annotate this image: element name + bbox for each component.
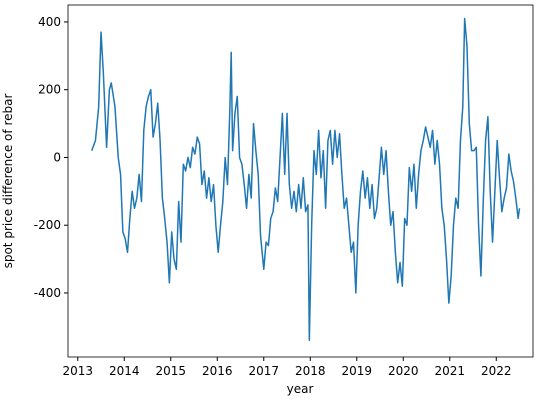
plot-frame (67, 4, 534, 358)
x-tick-label: 2017 (248, 364, 279, 378)
x-tick-label: 2018 (295, 364, 326, 378)
y-tick-label: 400 (38, 15, 61, 29)
x-tick-label: 2022 (481, 364, 512, 378)
x-tick-label: 2016 (202, 364, 233, 378)
x-tick-label: 2014 (109, 364, 140, 378)
y-tick-label: 0 (53, 150, 61, 164)
y-tick-label: -200 (34, 218, 61, 232)
x-tick-label: 2021 (434, 364, 465, 378)
x-tick-label: 2020 (388, 364, 419, 378)
line-series (91, 17, 521, 342)
y-tick-label: 200 (38, 83, 61, 97)
x-tick-label: 2013 (62, 364, 93, 378)
x-axis-label: year (287, 382, 314, 396)
y-tick-label: -400 (34, 286, 61, 300)
x-tick-label: 2015 (155, 364, 186, 378)
x-tick-label: 2019 (341, 364, 372, 378)
y-axis-label: spot price difference of rebar (1, 94, 15, 269)
